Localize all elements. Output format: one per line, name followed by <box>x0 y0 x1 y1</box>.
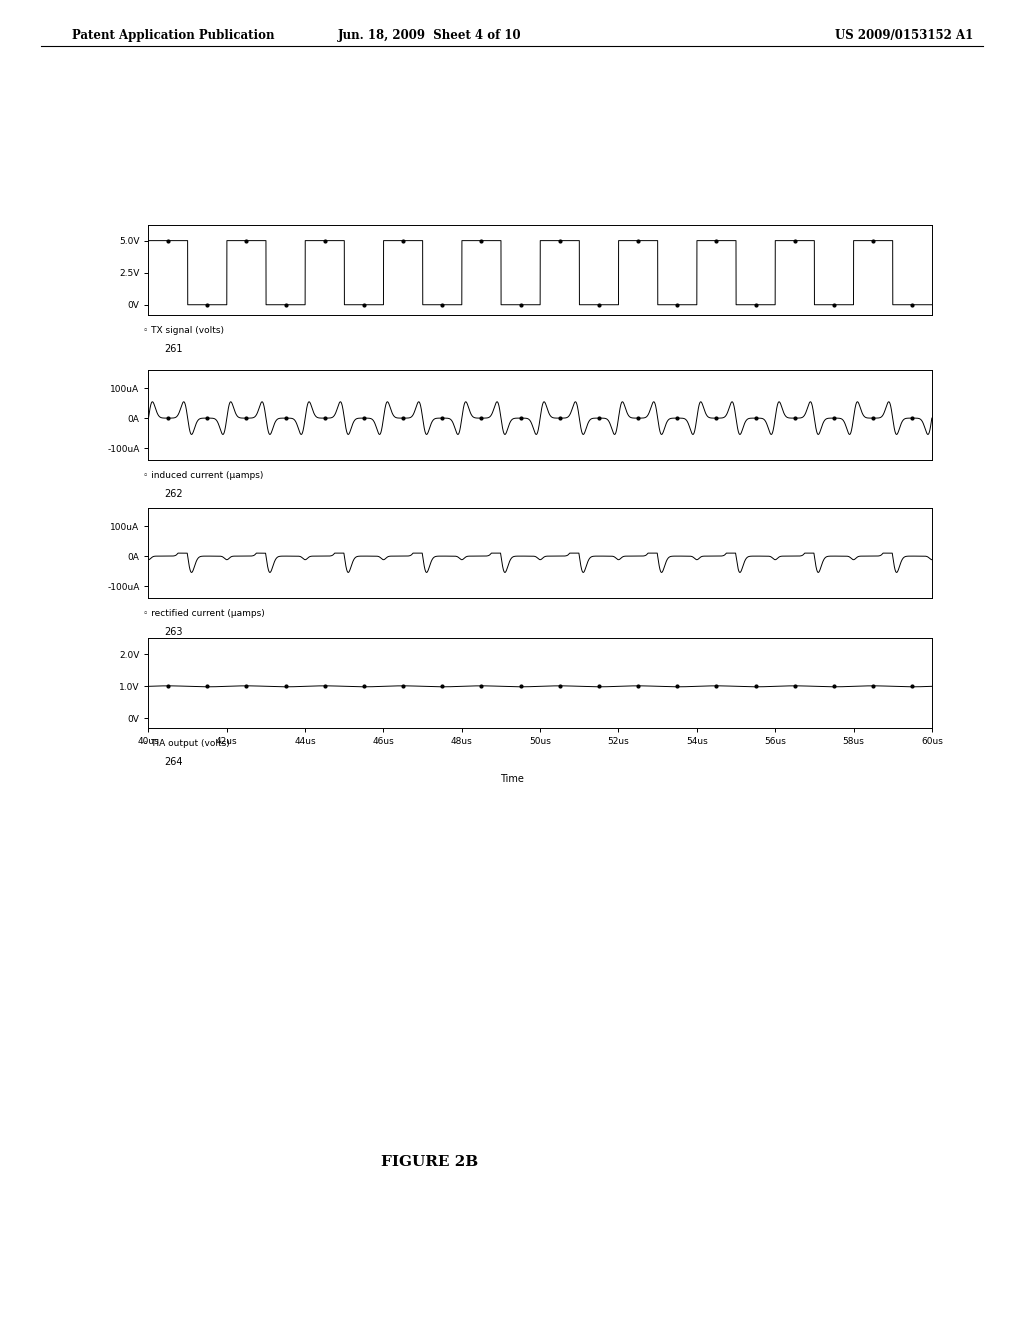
Text: ◦ TX signal (volts): ◦ TX signal (volts) <box>143 326 224 334</box>
Text: ◦ rectified current (μamps): ◦ rectified current (μamps) <box>143 609 265 618</box>
Text: 261: 261 <box>164 345 182 354</box>
Text: 264: 264 <box>164 758 182 767</box>
Text: Patent Application Publication: Patent Application Publication <box>72 29 274 42</box>
Text: FIGURE 2B: FIGURE 2B <box>382 1155 478 1168</box>
Text: 262: 262 <box>164 488 182 499</box>
Text: ◦ TIA output (volts): ◦ TIA output (volts) <box>143 739 230 747</box>
Text: ◦ induced current (μamps): ◦ induced current (μamps) <box>143 470 264 479</box>
Text: Time: Time <box>500 775 524 784</box>
Text: US 2009/0153152 A1: US 2009/0153152 A1 <box>835 29 973 42</box>
Text: 263: 263 <box>164 627 182 638</box>
Text: Jun. 18, 2009  Sheet 4 of 10: Jun. 18, 2009 Sheet 4 of 10 <box>338 29 522 42</box>
